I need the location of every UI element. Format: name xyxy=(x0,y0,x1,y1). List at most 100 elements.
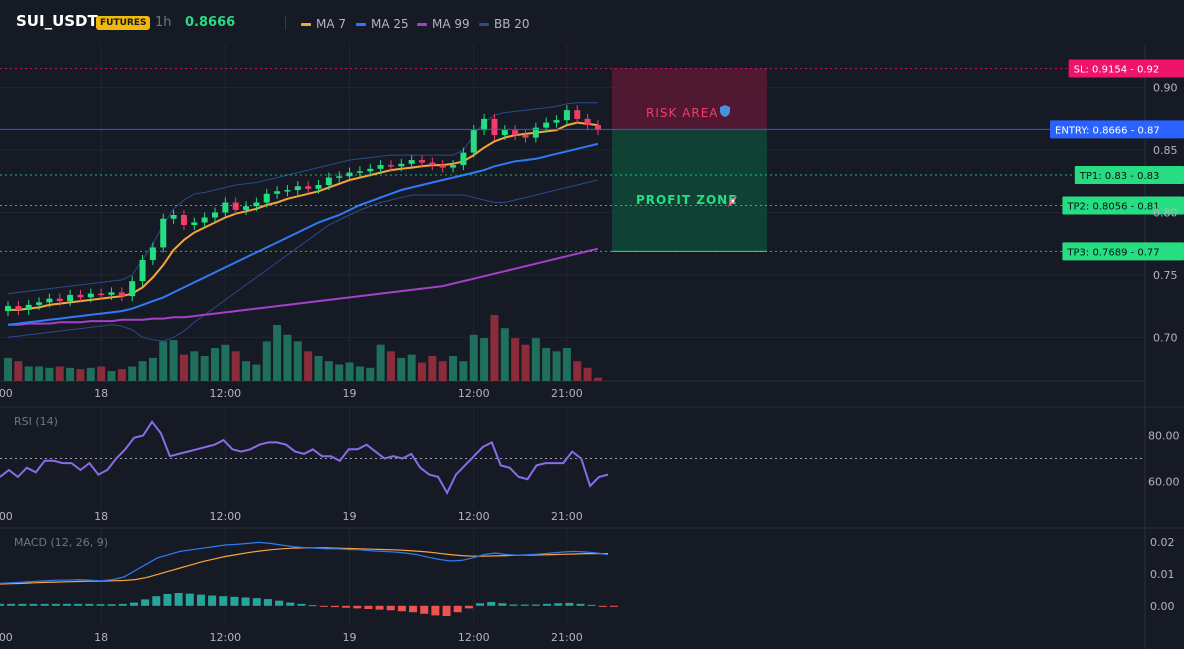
time-axis-tick: 21:00 xyxy=(551,510,583,523)
candle-body xyxy=(191,222,198,225)
price-axis-tick: 0.75 xyxy=(1153,269,1178,282)
candle xyxy=(222,197,229,218)
candle xyxy=(87,288,94,303)
time-axis-tick: 12:00 xyxy=(0,510,13,523)
volume-bar xyxy=(128,366,137,381)
volume-bar xyxy=(500,328,509,381)
candle xyxy=(243,201,250,215)
candle-body xyxy=(263,193,270,203)
candle xyxy=(377,160,384,174)
time-axis-tick: 21:00 xyxy=(551,387,583,400)
volume-bar xyxy=(107,371,116,381)
candle xyxy=(543,117,550,133)
candle xyxy=(149,242,156,265)
volume-bar xyxy=(179,354,188,381)
volume-bar xyxy=(583,367,592,381)
sl-level-text: SL: 0.9154 - 0.92 xyxy=(1074,64,1160,75)
candle-body xyxy=(553,120,560,123)
time-axis-tick: 21:00 xyxy=(551,631,583,644)
macd-histogram-bar xyxy=(174,593,183,606)
candle-body xyxy=(149,247,156,260)
candle xyxy=(429,157,436,171)
macd-histogram-bar xyxy=(263,599,272,606)
candle-body xyxy=(294,186,301,191)
volume-bar xyxy=(252,364,261,381)
volume-bar xyxy=(221,344,230,381)
candle-body xyxy=(56,298,63,302)
interval-label[interactable]: 1h xyxy=(155,15,172,30)
macd-histogram-bar xyxy=(0,603,4,606)
legend-bb20[interactable]: BB 20 xyxy=(479,16,530,32)
macd-histogram-bar xyxy=(51,603,60,606)
time-axis-tick: 18 xyxy=(94,631,108,644)
time-axis-tick: 12:00 xyxy=(458,631,490,644)
macd-histogram-bar xyxy=(7,603,16,606)
macd-histogram-bar xyxy=(520,604,529,606)
volume-bar xyxy=(562,348,571,381)
candle xyxy=(56,293,63,307)
candlesticks[interactable] xyxy=(5,105,601,317)
volume-bar xyxy=(531,338,540,381)
candle xyxy=(553,115,560,128)
macd-pane[interactable] xyxy=(0,541,618,617)
volume-bar xyxy=(573,361,582,381)
macd-histogram-bar xyxy=(598,605,607,607)
candle xyxy=(594,120,601,136)
volume-bar xyxy=(211,348,219,381)
candle-body xyxy=(108,292,115,295)
macd-histogram-bar xyxy=(275,600,284,606)
candle-body xyxy=(274,191,281,194)
legend-ma7[interactable]: MA 7 xyxy=(301,16,346,32)
entry-level-tag xyxy=(1050,120,1184,139)
tp2-level-tag xyxy=(1062,196,1184,215)
candle-body xyxy=(512,130,519,136)
candle-body xyxy=(243,206,250,211)
price-axis-tick: 0.70 xyxy=(1153,331,1178,344)
axes: 0.90 0.85 0.80 0.75 0.70 12:00 18 12:00 19 12:00 2… xyxy=(0,82,1180,644)
volume-bar xyxy=(335,364,344,381)
macd-histogram-bar xyxy=(286,602,295,606)
volume-bar xyxy=(386,351,395,381)
volume-bar xyxy=(283,334,292,381)
candle xyxy=(439,160,446,173)
candle xyxy=(212,207,218,223)
volume-bar xyxy=(542,348,551,381)
candle xyxy=(118,287,125,302)
candle-body xyxy=(367,168,374,172)
rsi-line xyxy=(0,420,609,496)
macd-histogram-bar xyxy=(386,605,395,611)
volume-bar xyxy=(469,334,478,381)
sl-level-tag xyxy=(1068,59,1184,78)
candle xyxy=(253,197,260,212)
time-axis-tick: 18 xyxy=(94,387,108,400)
volume-bar xyxy=(480,338,489,381)
candle xyxy=(36,297,43,310)
tp3-level-text: TP3: 0.7689 - 0.77 xyxy=(1066,247,1159,258)
candle-body xyxy=(491,118,498,136)
symbol-name[interactable]: SUI_USDT xyxy=(16,12,98,30)
candle xyxy=(129,276,136,302)
legend-ma99-label: MA 99 xyxy=(432,17,470,31)
candle-body xyxy=(201,217,208,223)
macd-histogram-bar xyxy=(610,605,618,607)
time-axis-tick: 12:00 xyxy=(0,387,13,400)
legend-ma25[interactable]: MA 25 xyxy=(356,16,409,32)
macd-histogram-bar xyxy=(107,604,116,606)
candle xyxy=(491,113,498,141)
candle xyxy=(15,301,22,315)
rsi-pane[interactable] xyxy=(0,420,1145,496)
time-axis-tick: 19 xyxy=(343,631,357,644)
macd-histogram-bar xyxy=(62,603,71,606)
volume-bar xyxy=(190,351,199,381)
time-axis-tick: 12:00 xyxy=(209,510,241,523)
macd-histogram-bar xyxy=(453,605,462,613)
volume-bar xyxy=(511,338,520,381)
legend-ma99[interactable]: MA 99 xyxy=(417,16,470,32)
macd-axis-tick: 0.02 xyxy=(1150,536,1175,549)
candle-body xyxy=(522,135,529,138)
macd-histogram-bar xyxy=(308,605,317,607)
candle-body xyxy=(160,218,167,248)
ma25-line xyxy=(7,142,599,326)
candle xyxy=(563,105,570,126)
